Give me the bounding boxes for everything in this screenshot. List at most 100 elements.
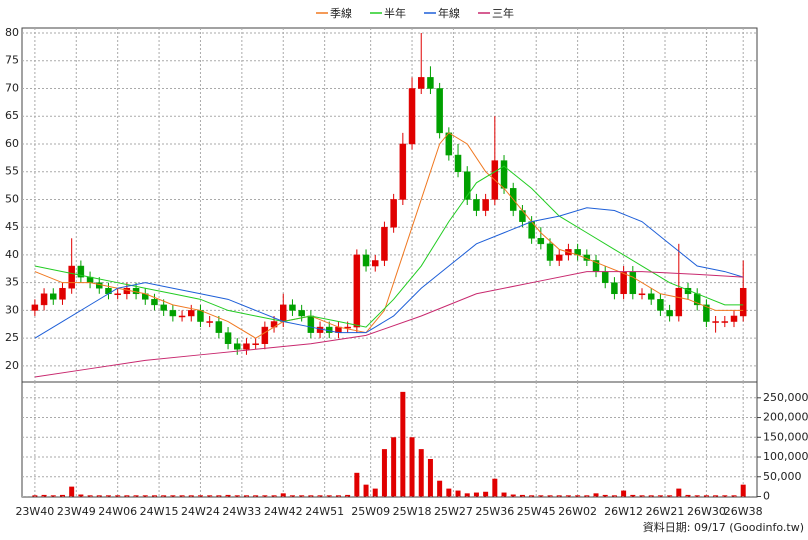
candle-body	[454, 154, 462, 172]
volume-bar	[354, 472, 360, 497]
candle-body	[537, 238, 545, 245]
candle-body	[657, 299, 664, 311]
volume-bar	[271, 495, 277, 497]
candle-body	[114, 293, 121, 296]
volume-bar	[685, 494, 691, 497]
y-tick-label: 70	[5, 81, 19, 94]
volume-bar	[455, 490, 461, 497]
x-tick-label: 25W36	[475, 505, 514, 518]
volume-bar	[87, 495, 93, 497]
volume-bar	[400, 391, 406, 497]
candle-body	[178, 315, 186, 318]
volume-bar	[657, 495, 663, 497]
candle-body	[436, 88, 443, 134]
volume-bar	[253, 495, 259, 497]
candle-body	[555, 254, 563, 261]
x-tick-label: 26W12	[604, 505, 643, 518]
y-tick-label: 25	[5, 331, 19, 344]
y-tick-label: 20	[5, 359, 19, 372]
volume-bar	[575, 495, 581, 497]
candle-body	[519, 210, 526, 222]
x-tick-label: 25W45	[517, 505, 556, 518]
candle-body	[224, 332, 232, 344]
y-tick-label: 55	[5, 165, 19, 178]
volume-bar	[694, 495, 700, 497]
volume-bar	[151, 495, 157, 497]
candle-body	[721, 321, 729, 323]
volume-bar	[289, 495, 295, 497]
x-tick-label: 25W18	[393, 505, 432, 518]
candle-body	[390, 199, 397, 228]
volume-bar	[115, 495, 121, 497]
candle-body	[215, 321, 223, 333]
volume-bar	[308, 495, 314, 497]
ma-line	[34, 132, 744, 339]
volume-bar	[142, 495, 148, 497]
volume-bar	[170, 495, 176, 497]
ma-line	[34, 165, 744, 328]
candle-body	[629, 271, 637, 295]
volume-bar	[133, 495, 139, 497]
y-tick-label: 30	[5, 303, 19, 316]
candle-body	[160, 304, 167, 311]
volume-bar	[326, 495, 332, 497]
candle-body	[77, 265, 85, 278]
candle-body	[169, 310, 177, 317]
y-tick-label: 40	[5, 248, 19, 261]
candle-body	[463, 171, 471, 200]
volume-bar	[519, 494, 525, 497]
volume-bar	[740, 484, 746, 497]
volume-bar	[363, 484, 369, 497]
volume-bar	[216, 495, 222, 497]
y-tick-label: 150,000	[763, 430, 808, 443]
x-tick-label: 24W51	[305, 505, 344, 518]
volume-bar	[602, 494, 608, 497]
candle-body	[620, 271, 627, 295]
candle-body	[500, 160, 508, 189]
volume-bar	[565, 495, 571, 497]
x-tick-label: 26W30	[687, 505, 726, 518]
candle-body	[280, 304, 287, 322]
volume-bar	[335, 495, 341, 497]
volume-bar	[473, 492, 479, 497]
volume-bar	[207, 495, 213, 497]
volume-bar	[630, 494, 636, 497]
volume-bar	[105, 495, 111, 497]
candle-body	[546, 243, 554, 261]
volume-bar	[731, 495, 737, 497]
candle-body	[59, 287, 66, 300]
volume-bar	[713, 495, 719, 497]
candle-body	[371, 260, 379, 267]
x-tick-label: 24W15	[140, 505, 179, 518]
candle-body	[675, 287, 683, 317]
candle-body	[188, 310, 195, 317]
candle-body	[703, 304, 710, 322]
candle-body	[151, 299, 158, 306]
x-tick-label: 26W21	[646, 505, 685, 518]
y-tick-label: 65	[5, 109, 19, 122]
volume-bar	[529, 495, 535, 497]
x-tick-label: 25W27	[434, 505, 473, 518]
legend-label: 半年	[384, 6, 406, 20]
x-tick-label: 24W24	[181, 505, 220, 518]
volume-bar	[197, 495, 203, 497]
volume-bar	[299, 495, 305, 497]
candle-body	[647, 293, 655, 300]
candle-body	[252, 343, 259, 345]
x-tick-label: 24W42	[264, 505, 303, 518]
x-tick-label: 24W06	[98, 505, 137, 518]
volume-bar	[161, 495, 167, 497]
candle-body	[298, 310, 305, 317]
volume-bar	[179, 495, 185, 497]
candle-body	[381, 226, 388, 261]
volume-bar	[381, 449, 387, 497]
candle-body	[730, 315, 738, 322]
candle-body	[234, 343, 241, 350]
volume-bar	[427, 458, 433, 497]
volume-bar	[437, 480, 443, 497]
candle-body	[601, 271, 609, 283]
volume-bar	[69, 486, 75, 497]
candle-body	[739, 287, 747, 317]
volume-bar	[280, 493, 286, 497]
volume-bar	[409, 437, 415, 497]
